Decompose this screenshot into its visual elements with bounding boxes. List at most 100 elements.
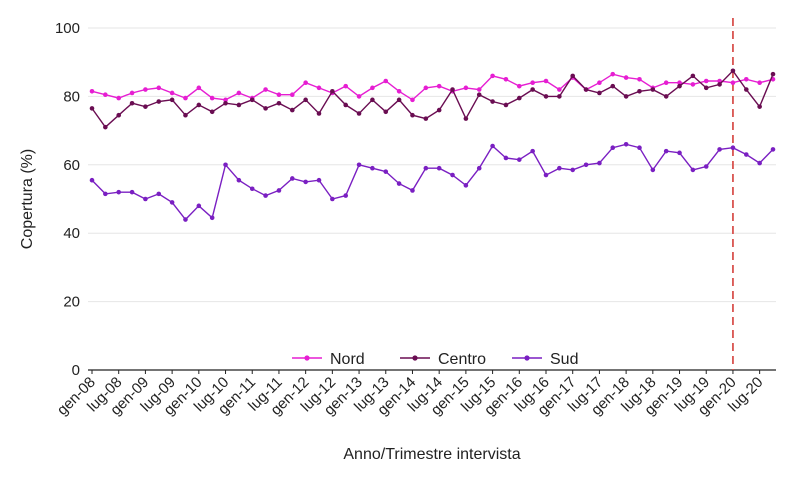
data-point-sud <box>156 191 162 197</box>
data-point-sud <box>423 165 429 171</box>
series-line-nord <box>91 73 774 101</box>
data-point-nord <box>557 87 562 92</box>
legend-label-nord: Nord <box>330 351 365 368</box>
x-axis-ticks: gen-08lug-08gen-09lug-09gen-10lug-10gen-… <box>54 370 766 419</box>
data-point-centro <box>557 94 562 99</box>
y-axis-title: Copertura (%) <box>19 149 36 249</box>
data-point-centro <box>503 102 509 108</box>
data-point-centro <box>570 73 576 79</box>
data-point-centro <box>677 83 682 89</box>
data-point-centro <box>637 88 642 94</box>
data-point-sud <box>650 167 656 173</box>
data-point-nord <box>410 97 415 103</box>
series-line-sud <box>91 143 774 221</box>
data-point-sud <box>637 145 642 150</box>
data-point-sud <box>103 191 108 197</box>
y-tick-label: 0 <box>72 362 80 379</box>
data-point-centro <box>423 116 429 121</box>
data-point-sud <box>730 145 736 150</box>
legend-marker-centro <box>412 355 418 361</box>
data-point-centro <box>343 102 349 108</box>
data-point-sud <box>196 203 202 209</box>
data-point-centro <box>289 107 295 113</box>
data-point-nord <box>343 83 349 89</box>
data-point-sud <box>303 179 308 185</box>
data-point-centro <box>770 71 776 77</box>
data-point-sud <box>557 165 562 171</box>
data-point-centro <box>143 104 148 109</box>
legend-marker-sud <box>524 355 530 361</box>
data-point-nord <box>103 92 108 97</box>
y-axis-ticks: 0 20 40 60 80 100 <box>55 20 80 379</box>
data-point-centro <box>463 116 469 121</box>
data-point-centro <box>316 111 322 116</box>
data-point-nord <box>143 87 148 92</box>
data-point-centro <box>476 92 482 97</box>
data-point-sud <box>370 165 375 171</box>
data-point-sud <box>610 145 616 150</box>
data-point-nord <box>597 80 602 86</box>
data-point-centro <box>663 94 669 99</box>
data-point-nord <box>717 78 722 84</box>
data-point-nord <box>236 90 242 96</box>
y-tick-label: 20 <box>63 294 80 311</box>
data-point-centro <box>436 107 442 113</box>
data-point-sud <box>623 141 629 147</box>
data-point-sud <box>663 148 669 154</box>
data-point-nord <box>383 78 389 84</box>
data-point-centro <box>757 104 762 109</box>
data-point-sud <box>770 147 776 152</box>
data-point-nord <box>129 90 135 96</box>
data-point-nord <box>169 90 175 96</box>
data-point-centro <box>583 87 589 92</box>
data-point-sud <box>450 172 455 178</box>
data-point-nord <box>316 85 322 91</box>
data-point-centro <box>276 100 282 106</box>
data-point-nord <box>196 85 202 91</box>
data-point-sud <box>410 188 415 193</box>
data-point-nord <box>463 85 469 91</box>
data-point-sud <box>316 177 322 183</box>
data-point-centro <box>183 112 188 118</box>
data-point-nord <box>263 87 268 92</box>
data-point-centro <box>370 97 375 103</box>
data-point-sud <box>717 147 722 152</box>
data-point-nord <box>677 80 682 86</box>
grid-lines <box>88 27 776 303</box>
data-point-nord <box>116 95 122 101</box>
data-point-centro <box>249 97 255 103</box>
data-point-nord <box>730 80 736 86</box>
data-point-centro <box>530 87 535 92</box>
data-point-centro <box>223 100 228 106</box>
data-point-centro <box>383 109 389 115</box>
data-point-nord <box>436 83 442 89</box>
data-point-sud <box>597 160 602 166</box>
series-line-centro <box>91 69 774 129</box>
data-point-nord <box>530 80 535 86</box>
data-point-centro <box>103 124 108 130</box>
data-point-centro <box>129 100 135 106</box>
legend-label-sud: Sud <box>550 351 578 368</box>
data-point-nord <box>370 85 375 91</box>
data-point-sud <box>677 150 682 156</box>
data-point-centro <box>356 111 362 116</box>
data-point-nord <box>209 95 215 101</box>
data-point-centro <box>690 73 696 79</box>
data-point-sud <box>236 177 242 183</box>
data-point-nord <box>183 95 188 101</box>
data-point-centro <box>516 95 522 101</box>
data-point-sud <box>223 162 228 168</box>
data-point-nord <box>503 77 509 82</box>
y-tick-label: 40 <box>63 225 80 242</box>
data-point-centro <box>303 97 308 103</box>
data-point-centro <box>623 94 629 99</box>
data-point-sud <box>209 215 215 221</box>
data-point-nord <box>543 78 549 84</box>
data-point-centro <box>263 106 268 111</box>
data-point-sud <box>516 157 522 162</box>
y-tick-label: 60 <box>63 157 80 174</box>
data-point-sud <box>583 162 589 168</box>
data-point-nord <box>276 92 282 97</box>
data-point-centro <box>236 102 242 108</box>
